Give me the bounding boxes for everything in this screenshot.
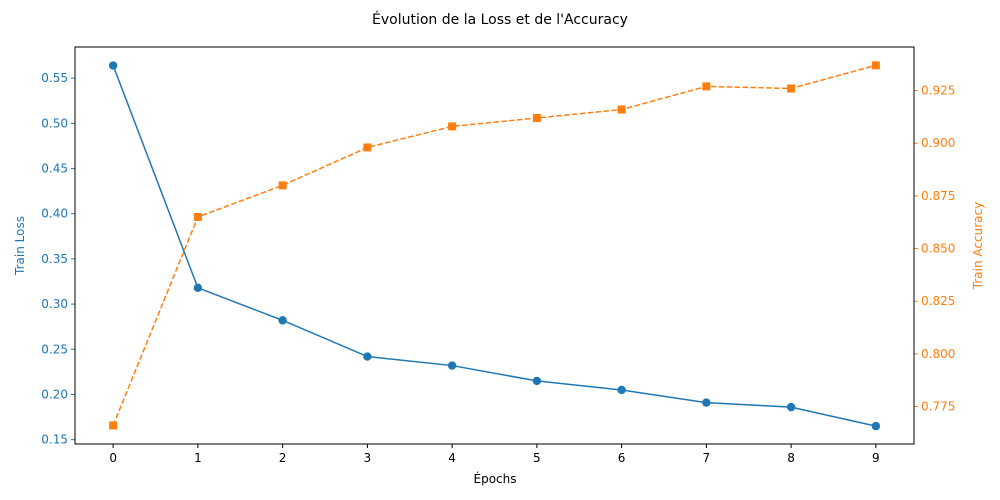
left-tick-label: 0.40 xyxy=(41,207,68,221)
series-1-point xyxy=(617,385,626,395)
series-2-point xyxy=(702,82,711,91)
x-tick-label: 6 xyxy=(618,451,626,465)
x-tick-label: 4 xyxy=(448,451,456,465)
series-1-point xyxy=(108,61,118,70)
series-layer xyxy=(108,61,881,431)
series-1-point xyxy=(702,398,711,407)
x-tick-label: 1 xyxy=(194,451,202,465)
right-tick-label: 0.875 xyxy=(921,189,955,203)
series-1-point xyxy=(871,421,881,431)
x-tick-label: 3 xyxy=(364,451,372,465)
series-1-point xyxy=(278,316,287,325)
series-1-point xyxy=(786,402,796,412)
left-tick-label: 0.50 xyxy=(41,116,68,130)
x-tick-label: 2 xyxy=(279,451,287,465)
series-1-point xyxy=(363,352,372,361)
plot-frame xyxy=(74,46,915,445)
left-tick-label: 0.25 xyxy=(41,342,68,356)
right-tick-label: 0.925 xyxy=(921,84,955,98)
left-axis-title: Train Loss xyxy=(13,216,27,276)
right-tick-label: 0.825 xyxy=(921,294,955,308)
right-tick-label: 0.800 xyxy=(921,347,955,361)
right-tick-label: 0.775 xyxy=(921,400,955,414)
left-tick-label: 0.35 xyxy=(41,252,68,266)
series-2-point xyxy=(448,122,457,131)
series-1-point xyxy=(532,376,542,386)
x-axis-title: Épochs xyxy=(474,471,517,486)
left-tick-label: 0.30 xyxy=(41,297,68,311)
ticks-layer: 0 1 2 3 4 5 6 7 8 9 0.15 0.20 0.25 0.30 0.35 0.40 0.45 0.… xyxy=(41,71,955,465)
x-tick-label: 9 xyxy=(872,451,880,465)
series-2-point xyxy=(109,421,118,430)
series-2-point xyxy=(193,212,202,221)
x-tick-label: 5 xyxy=(533,451,541,465)
series-2-point xyxy=(617,105,626,114)
right-axis-title: Train Accuracy xyxy=(971,202,985,290)
x-tick-label: 7 xyxy=(703,451,711,465)
series-2-point xyxy=(278,181,287,190)
series-1-point xyxy=(447,361,457,370)
series-1-point xyxy=(193,283,203,293)
right-tick-label: 0.850 xyxy=(921,242,955,256)
left-tick-label: 0.15 xyxy=(41,433,68,447)
x-tick-label: 0 xyxy=(109,451,117,465)
series-2-line xyxy=(112,64,877,426)
right-tick-label: 0.900 xyxy=(921,136,955,150)
series-1-line xyxy=(112,65,877,427)
series-2-point xyxy=(532,113,541,122)
series-2-point xyxy=(363,143,372,152)
series-2-point xyxy=(787,84,796,93)
series-2-point xyxy=(871,61,880,70)
left-tick-label: 0.55 xyxy=(41,71,68,85)
chart-title: Évolution de la Loss et de l'Accuracy xyxy=(372,11,628,28)
x-tick-label: 8 xyxy=(787,451,795,465)
left-tick-label: 0.45 xyxy=(41,162,68,176)
left-tick-label: 0.20 xyxy=(41,387,68,401)
